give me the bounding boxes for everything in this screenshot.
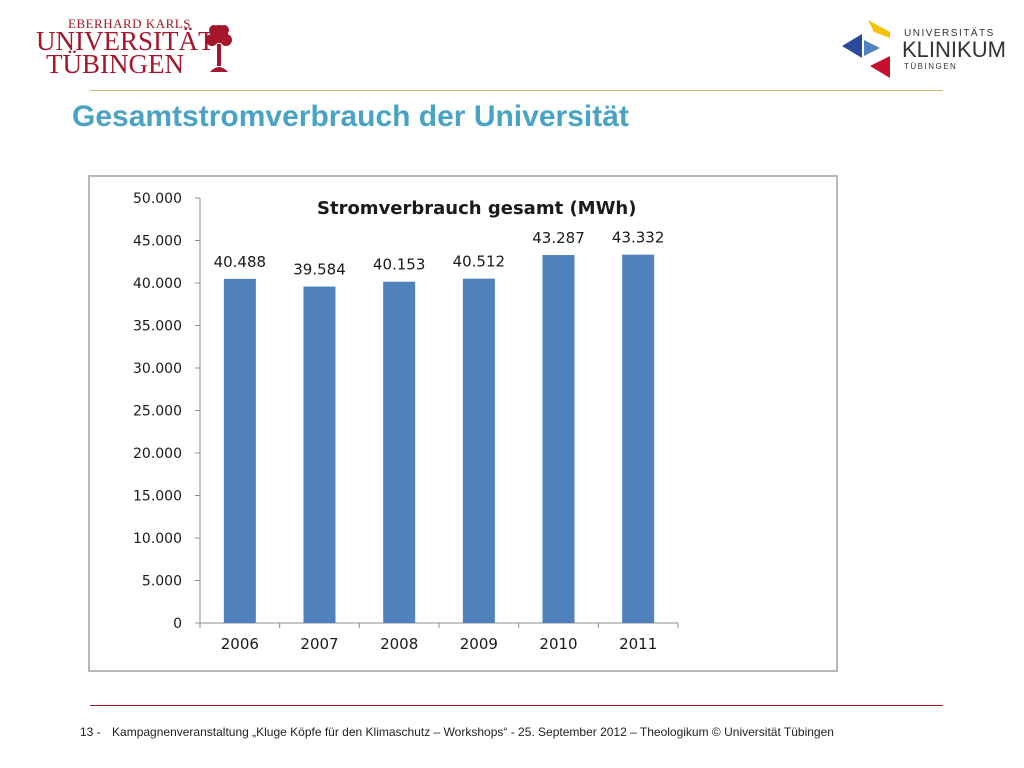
data-label-2009: 40.512 <box>453 253 506 271</box>
bar-2007 <box>303 286 336 623</box>
bar-chart: Stromverbrauch gesamt (MWh) 0 5.000 10.000 1… <box>133 191 679 653</box>
university-logo-line2: UNIVERSITÄT <box>36 26 215 56</box>
palm-tree-icon <box>206 25 232 72</box>
x-tick-label-2006: 2006 <box>221 635 259 653</box>
data-label-2008: 40.153 <box>373 256 426 274</box>
data-label-2011: 43.332 <box>612 229 665 247</box>
header-divider <box>90 90 943 91</box>
x-tick-label-2010: 2010 <box>539 635 577 653</box>
y-tick-label: 45.000 <box>133 234 182 250</box>
footer: 13 - Kampagnenveranstaltung „Kluge Köpfe… <box>80 725 834 739</box>
klinikum-logo-line2: KLINIKUM <box>902 37 1006 62</box>
slide-title: Gesamtstromverbrauch der Universität <box>72 100 629 133</box>
y-tick-label: 25.000 <box>133 404 182 420</box>
y-tick-label: 20.000 <box>133 446 182 462</box>
x-tick-label-2009: 2009 <box>460 635 498 653</box>
footer-text: Kampagnenveranstaltung „Kluge Köpfe für … <box>112 725 834 739</box>
data-label-2006: 40.488 <box>214 253 266 271</box>
university-logo-line3: TÜBINGEN <box>46 49 184 79</box>
klinikum-logo-line1: UNIVERSITÄTS <box>904 28 995 39</box>
chart-title: Stromverbrauch gesamt (MWh) <box>317 198 636 219</box>
x-tick-label-2007: 2007 <box>300 635 338 653</box>
data-label-2007: 39.584 <box>293 261 346 279</box>
footer-divider <box>90 705 943 706</box>
university-logo: EBERHARD KARLS UNIVERSITÄT TÜBINGEN <box>34 16 234 79</box>
y-tick-label: 40.000 <box>133 276 182 292</box>
klinikum-logo-line3: TÜBINGEN <box>904 62 958 71</box>
chart-container: Stromverbrauch gesamt (MWh) 0 5.000 10.000 1… <box>88 175 838 672</box>
bar-2010 <box>542 255 575 624</box>
bar-2009 <box>462 278 495 623</box>
y-tick-label: 0 <box>173 616 182 632</box>
y-tick-label: 10.000 <box>133 531 182 547</box>
page-number: 13 - <box>80 725 101 739</box>
bar-2011 <box>622 254 655 623</box>
klinikum-logo: UNIVERSITÄTS KLINIKUM TÜBINGEN <box>840 20 1006 78</box>
y-tick-label: 15.000 <box>133 489 182 505</box>
bar-2006 <box>223 278 256 623</box>
klinikum-arrows-icon <box>842 20 890 78</box>
y-tick-label: 50.000 <box>133 191 182 207</box>
data-label-2010: 43.287 <box>532 229 585 247</box>
bar-2008 <box>383 281 416 623</box>
y-tick-label: 30.000 <box>133 361 182 377</box>
y-tick-label: 5.000 <box>142 574 182 590</box>
x-tick-label-2008: 2008 <box>380 635 418 653</box>
y-tick-label: 35.000 <box>133 319 182 335</box>
university-logo-line1: EBERHARD KARLS <box>68 16 191 31</box>
x-tick-label-2011: 2011 <box>619 635 657 653</box>
